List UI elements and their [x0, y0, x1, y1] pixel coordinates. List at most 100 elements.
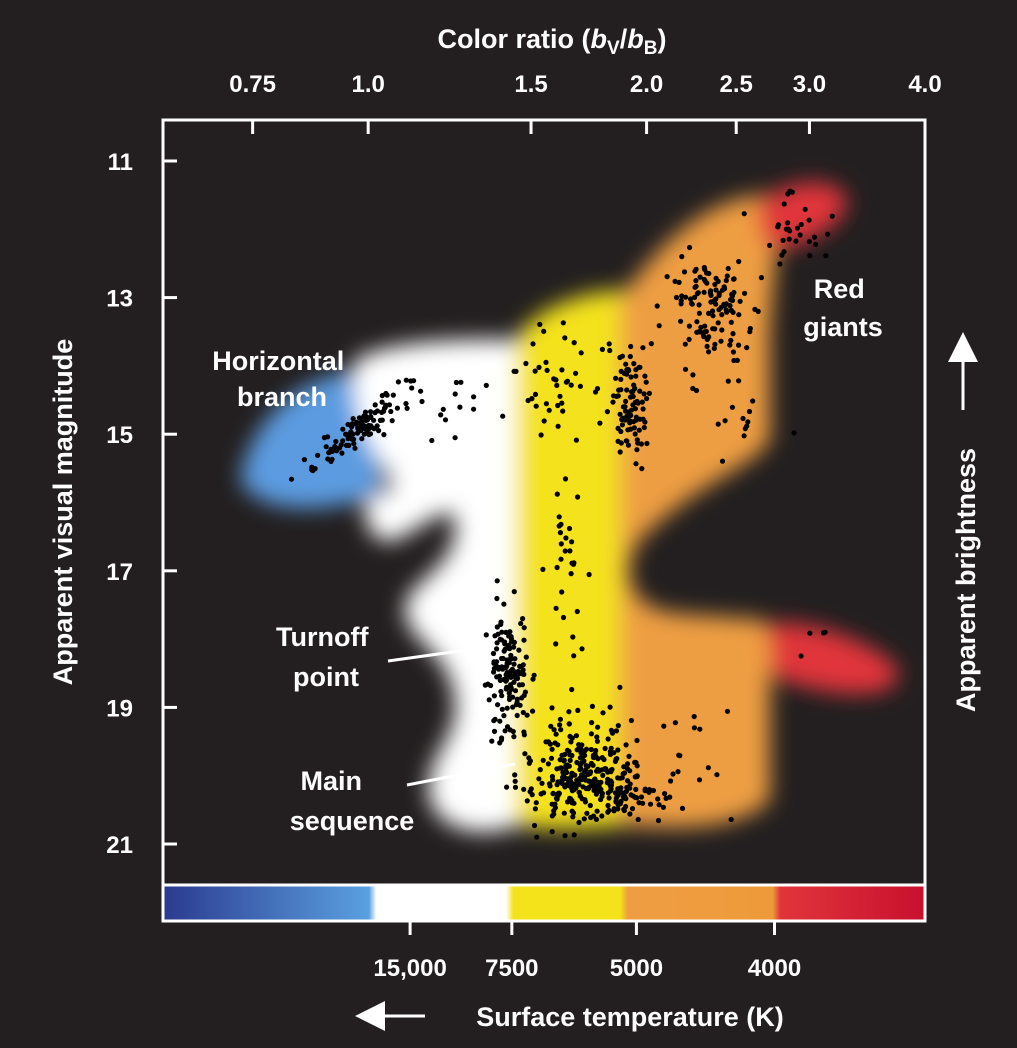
- star-point: [554, 382, 560, 388]
- star-point: [706, 310, 712, 316]
- region-yellow: [515, 290, 625, 829]
- star-point: [492, 716, 498, 722]
- star-point: [500, 413, 506, 419]
- star-point: [498, 688, 504, 695]
- star-point: [569, 752, 575, 759]
- star-point: [593, 791, 600, 797]
- star-point: [532, 391, 539, 397]
- star-point: [706, 334, 712, 340]
- star-point: [713, 296, 719, 302]
- star-point: [612, 758, 619, 765]
- star-point: [323, 444, 329, 450]
- color-bar: [161, 883, 927, 923]
- star-point: [359, 436, 365, 442]
- star-point: [504, 684, 510, 690]
- star-point: [625, 427, 631, 433]
- star-point: [403, 377, 409, 383]
- star-point: [537, 767, 543, 773]
- star-point: [328, 458, 334, 464]
- star-point: [633, 461, 639, 467]
- star-point: [358, 427, 364, 434]
- star-point: [363, 417, 369, 424]
- star-point: [521, 732, 528, 738]
- star-point: [558, 779, 565, 785]
- star-point: [574, 608, 580, 615]
- star-point: [646, 787, 653, 793]
- star-point: [802, 206, 808, 212]
- star-point: [372, 402, 378, 408]
- star-point: [632, 431, 638, 437]
- star-point: [575, 494, 581, 500]
- star-point: [567, 757, 573, 764]
- star-point: [696, 302, 702, 308]
- star-point: [508, 634, 514, 640]
- star-point: [605, 802, 611, 809]
- star-point: [494, 646, 500, 652]
- star-point: [560, 408, 566, 414]
- star-point: [701, 276, 707, 283]
- star-point: [594, 808, 600, 814]
- star-point: [718, 304, 724, 310]
- star-point: [374, 408, 380, 414]
- star-point: [713, 287, 719, 293]
- star-point: [358, 419, 365, 425]
- star-point: [640, 345, 646, 351]
- star-point: [588, 746, 594, 753]
- star-point: [683, 294, 689, 300]
- star-point: [822, 629, 828, 635]
- star-point: [520, 709, 526, 716]
- star-point: [489, 738, 495, 744]
- star-point: [553, 377, 559, 383]
- star-point: [541, 418, 547, 424]
- annotation-line: giants: [803, 312, 883, 342]
- star-point: [558, 556, 564, 562]
- star-point: [510, 704, 516, 710]
- star-point: [740, 415, 746, 422]
- star-point: [607, 704, 613, 710]
- star-point: [553, 795, 560, 801]
- star-point: [349, 421, 355, 427]
- star-point: [825, 231, 831, 237]
- star-point: [606, 341, 612, 347]
- star-point: [644, 440, 650, 447]
- star-point: [736, 258, 742, 265]
- star-point: [640, 800, 646, 806]
- star-point: [557, 530, 564, 536]
- star-point: [547, 741, 553, 747]
- star-point: [573, 370, 579, 376]
- star-point: [419, 398, 425, 405]
- star-point: [351, 441, 357, 447]
- star-point: [624, 761, 631, 767]
- star-point: [750, 398, 756, 404]
- star-point: [688, 296, 694, 302]
- left-tick-label: 17: [106, 559, 133, 586]
- star-point: [686, 336, 692, 342]
- star-point: [575, 707, 581, 714]
- star-point: [569, 735, 575, 741]
- star-point: [395, 379, 401, 385]
- star-point: [695, 290, 701, 296]
- star-point: [623, 788, 630, 795]
- star-point: [589, 703, 596, 710]
- star-point: [511, 661, 517, 667]
- star-point: [675, 769, 681, 775]
- star-point: [634, 795, 640, 801]
- star-point: [504, 663, 510, 669]
- star-point: [418, 388, 424, 394]
- star-point: [571, 653, 577, 659]
- star-point: [309, 464, 315, 470]
- star-point: [676, 752, 682, 758]
- annotation-line: Red: [814, 274, 865, 304]
- star-point: [610, 393, 617, 399]
- star-point: [394, 405, 400, 411]
- star-point: [522, 751, 528, 757]
- star-point: [519, 682, 526, 688]
- star-point: [501, 713, 507, 719]
- star-point: [715, 421, 721, 427]
- star-point: [345, 421, 351, 428]
- top-axis-title-part: b: [627, 24, 644, 54]
- star-point: [599, 755, 605, 761]
- star-point: [571, 781, 577, 787]
- star-point: [741, 433, 747, 439]
- star-point: [637, 388, 643, 394]
